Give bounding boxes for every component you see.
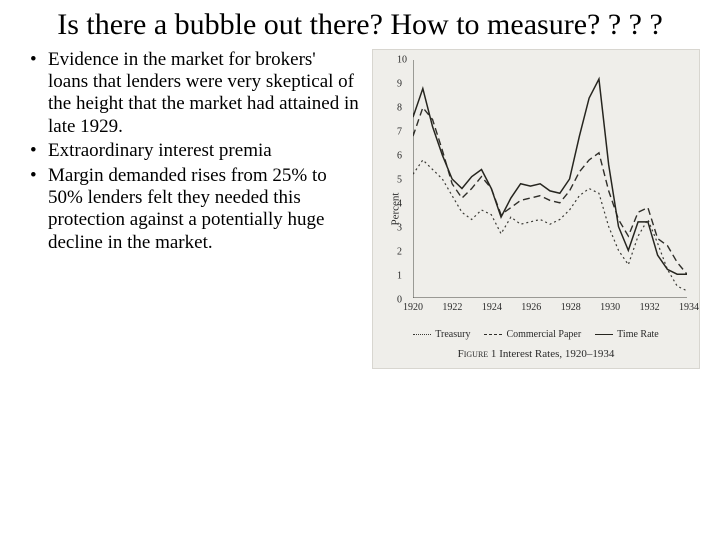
bullet-list: Evidence in the market for brokers' loan… [20,49,360,369]
ytick-label: 2 [397,246,402,257]
legend-swatch [413,334,431,335]
chart-plot-area [413,60,687,298]
slide: Is there a bubble out there? How to meas… [0,0,720,540]
bullet-item: Margin demanded rises from 25% to 50% le… [48,165,360,255]
content-row: Evidence in the market for brokers' loan… [20,49,700,369]
chart-svg [413,60,687,298]
chart-caption: Figure 1 Interest Rates, 1920–1934 [373,348,699,360]
xtick-label: 1930 [600,302,620,313]
legend-swatch [595,334,613,335]
legend-label: Treasury [435,329,470,340]
legend-item-treasury: Treasury [413,329,470,340]
xtick-label: 1934 [679,302,699,313]
bullet-item: Evidence in the market for brokers' loan… [48,49,360,139]
legend-swatch [484,334,502,335]
bullet-item: Extraordinary interest premia [48,140,360,162]
ytick-label: 9 [397,78,402,89]
legend-item-commercial-paper: Commercial Paper [484,329,581,340]
xtick-label: 1922 [442,302,462,313]
xtick-label: 1920 [403,302,423,313]
xtick-label: 1926 [521,302,541,313]
ytick-label: 5 [397,174,402,185]
interest-rate-chart: Percent 012345678910 1920192219241926192… [372,49,700,369]
chart-legend: Treasury Commercial Paper Time Rate [373,329,699,340]
ytick-label: 8 [397,102,402,113]
ytick-label: 3 [397,222,402,233]
xtick-label: 1928 [561,302,581,313]
caption-text: Interest Rates, 1920–1934 [499,348,614,360]
ytick-label: 1 [397,270,402,281]
ytick-label: 0 [397,294,402,305]
xtick-label: 1924 [482,302,502,313]
slide-title: Is there a bubble out there? How to meas… [20,8,700,43]
caption-prefix: Figure 1 [458,348,497,360]
xtick-label: 1932 [640,302,660,313]
ytick-label: 10 [397,54,407,65]
ytick-label: 7 [397,126,402,137]
legend-item-time-rate: Time Rate [595,329,659,340]
ytick-label: 6 [397,150,402,161]
legend-label: Commercial Paper [506,329,581,340]
legend-label: Time Rate [617,329,659,340]
ytick-label: 4 [397,198,402,209]
